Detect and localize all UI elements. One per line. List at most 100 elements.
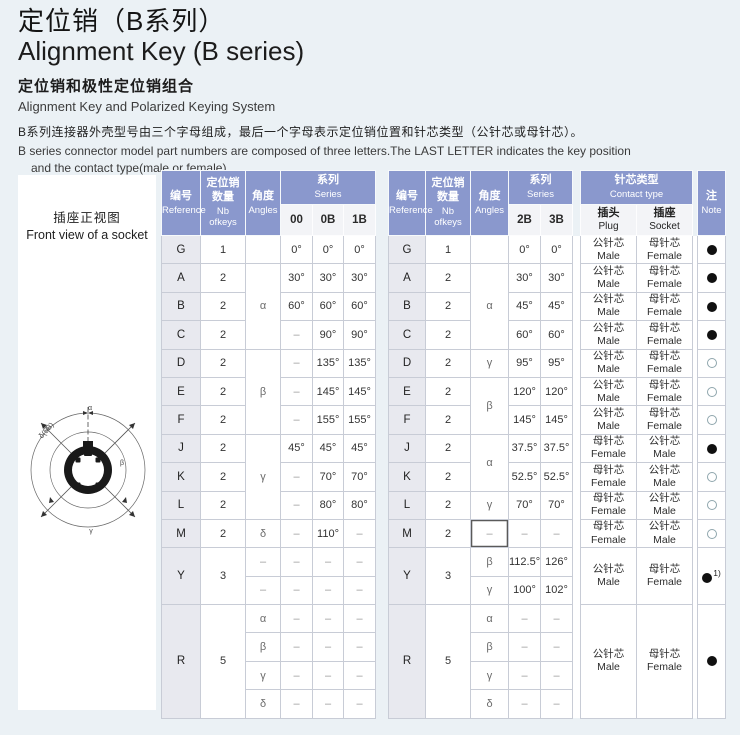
nb-keys-cell: 2 — [200, 376, 246, 407]
socket-contact-cell: 母针芯 Female — [636, 405, 693, 435]
series-value-cell: – — [280, 405, 313, 435]
row-reference-cell: F — [161, 405, 201, 435]
angle-label-beta: β — [120, 460, 124, 467]
angle-cell: γ — [470, 490, 509, 520]
socket-contact-cell: 母针芯 Female — [636, 320, 693, 350]
series-value-cell: – — [343, 518, 376, 549]
series-value-cell: – — [343, 660, 376, 691]
filled-dot-icon — [706, 301, 717, 312]
table-row: D 2 γ 95° 95° 公针芯 Male 母针芯 Female — [388, 348, 726, 378]
open-dot-icon — [706, 528, 717, 539]
socket-contact-cell: 公针芯 Male — [636, 462, 693, 492]
note-cell — [697, 263, 726, 293]
table-row: M 2 δ –110° – — [161, 518, 376, 549]
nb-keys-cell: 2 — [425, 291, 471, 322]
series-value-cell: 90° — [343, 320, 376, 350]
series-value-cell: 52.5° — [540, 462, 573, 492]
row-reference-cell: G — [161, 234, 201, 265]
series-value-cell: 80° — [312, 490, 344, 520]
series-value-cell: – — [343, 547, 376, 577]
series-value-cell: – — [343, 632, 376, 662]
description-cn: B系列连接器外壳型号由三个字母组成，最后一个字母表示定位销位置和针芯类型（公针芯… — [18, 125, 584, 140]
series-value-cell: 45° — [343, 433, 376, 464]
nb-keys-cell: 2 — [425, 433, 471, 464]
row-reference-cell: K — [161, 462, 201, 492]
plug-contact-cell: 母针芯 Female — [580, 518, 637, 549]
plug-contact-cell: 公针芯 Male — [580, 291, 637, 322]
series-value-cell: 0° — [508, 234, 541, 265]
angle-cell: β — [470, 632, 509, 662]
open-dot-icon — [706, 500, 717, 511]
table-gap — [572, 235, 581, 719]
table-row: J 2 γ 45° 45° 45° — [161, 433, 376, 520]
series-value-cell: – — [540, 518, 573, 549]
socket-contact-cell: 公针芯 Male — [636, 433, 693, 464]
row-reference-cell: B — [388, 291, 426, 322]
col-header-contact-type: 针芯类型 Contact type — [580, 170, 693, 205]
series-value-cell: 60° — [508, 320, 541, 350]
series-value-cell: 37.5° — [540, 433, 573, 464]
nb-keys-cell: 3 — [200, 547, 246, 606]
open-dot-icon — [706, 386, 717, 397]
col-header-angles: 角度 Angles — [245, 170, 281, 236]
col-header-series: 系列 Series — [280, 170, 376, 205]
note-cell — [697, 234, 726, 265]
nb-keys-cell: 2 — [425, 376, 471, 407]
angle-cell: β — [245, 348, 281, 435]
series-value-cell: – — [280, 320, 313, 350]
note-cell — [697, 320, 726, 350]
series-value-cell: 135° — [343, 348, 376, 378]
row-reference-cell: A — [388, 263, 426, 293]
series-value-cell: 155° — [312, 405, 344, 435]
table-row: δ – – – — [162, 689, 376, 719]
row-reference-cell: L — [161, 490, 201, 520]
col-header-nb-keys-cn: 定位销 数量 — [431, 177, 465, 204]
diagram-caption: 插座正视图 Front view of a socket — [18, 207, 156, 242]
angle-cell: γ — [245, 660, 281, 691]
series-value-cell: – — [312, 547, 344, 577]
col-header-reference-en: Reference — [162, 204, 206, 216]
row-reference-cell: J — [388, 433, 426, 464]
series-value-cell: 145° — [343, 376, 376, 407]
table-row: L 2 –80° 80° — [161, 490, 376, 520]
col-header-angles-en: Angles — [474, 204, 505, 216]
plug-contact-cell: 母针芯 Female — [580, 462, 637, 492]
note-cell — [697, 405, 726, 435]
series-value-cell: 135° — [312, 348, 344, 378]
row-reference-cell: L — [388, 490, 426, 520]
nb-keys-cell: 2 — [425, 348, 471, 378]
series-value-cell: 45° — [508, 291, 541, 322]
angle-cell: γ — [245, 433, 281, 520]
series-value-cell: 112.5° — [508, 547, 541, 577]
col-header-note-cn: 注 — [706, 189, 717, 202]
series-value-cell: 70° — [312, 462, 344, 492]
series-value-cell: 60° — [280, 291, 313, 322]
table-row: B 2 45° 45° 公针芯 Male 母针芯 Female — [388, 291, 726, 322]
series-value-cell: 37.5° — [508, 433, 541, 464]
table-row: F 2 –155° 155° — [161, 405, 376, 435]
row-reference-cell: A — [161, 263, 201, 293]
series-value-cell: – — [280, 462, 313, 492]
series-value-cell: – — [312, 660, 344, 691]
col-header-socket: 插座 Socket — [636, 204, 693, 236]
series-value-cell: 30° — [280, 263, 313, 293]
series-value-cell: – — [508, 604, 541, 634]
angle-cell: – — [245, 547, 281, 577]
series-value-cell: 0° — [343, 234, 376, 265]
series-value-cell: 90° — [312, 320, 344, 350]
row-reference-cell: E — [388, 376, 426, 407]
angle-label-alpha: α — [88, 405, 92, 412]
series-value-cell: – — [508, 632, 541, 662]
col-header-contact-cn: 针芯类型 — [614, 174, 659, 187]
note-cell — [697, 518, 726, 549]
plug-contact-cell: 公针芯 Male — [580, 405, 637, 435]
row-reference-cell: F — [388, 405, 426, 435]
col-header-reference-cn: 编号 — [396, 189, 418, 202]
plug-contact-cell: 母针芯 Female — [580, 490, 637, 520]
series-value-cell: – — [280, 575, 313, 606]
nb-keys-cell: 2 — [200, 263, 246, 293]
series-value-cell: 70° — [508, 490, 541, 520]
row-reference-cell: G — [388, 234, 426, 265]
page-title-cn: 定位销（B系列） — [18, 6, 226, 36]
